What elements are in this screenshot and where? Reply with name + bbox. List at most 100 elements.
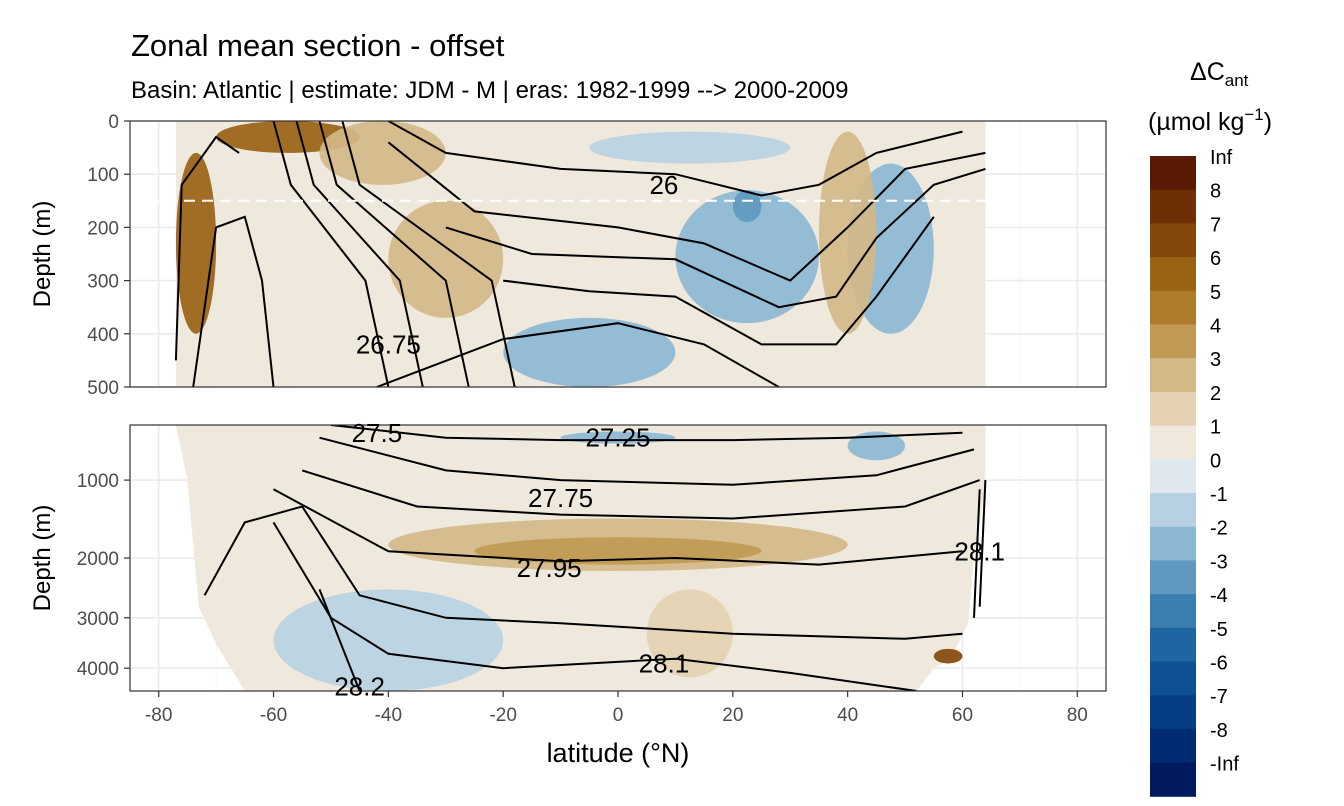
colorbar-bin — [1150, 560, 1196, 595]
colorbar-label: -4 — [1210, 585, 1228, 607]
chart-subtitle: Basin: Atlantic | estimate: JDM - M | er… — [131, 77, 848, 104]
colorbar-bin — [1150, 358, 1196, 393]
density-contour — [272, 121, 390, 387]
colorbar-bin — [1150, 223, 1196, 258]
contour-label: 27.75 — [528, 483, 593, 513]
y-tick-label: 2000 — [77, 549, 119, 570]
density-contour — [376, 322, 780, 387]
density-contour — [330, 425, 963, 442]
x-tick-label: 60 — [952, 705, 973, 726]
density-contour — [174, 135, 240, 361]
colorbar-label: -5 — [1210, 619, 1228, 641]
colorbar-bin — [1150, 257, 1196, 292]
density-contour — [387, 121, 963, 197]
colorbar-label: 4 — [1210, 316, 1221, 338]
upper-panel — [129, 120, 1107, 388]
anomaly-region — [273, 589, 504, 691]
lower-panel-anomalies — [273, 431, 963, 691]
y-tick-label: 3000 — [77, 609, 119, 630]
anomaly-region — [646, 589, 733, 678]
density-contour — [203, 505, 963, 640]
chart-title: Zonal mean section - offset — [131, 28, 505, 63]
anomaly-region — [319, 121, 446, 185]
contour-label: 26.75 — [356, 329, 421, 359]
anomaly-region — [675, 190, 819, 324]
colorbar-label: -3 — [1210, 551, 1228, 573]
colorbar-label: 8 — [1210, 181, 1221, 203]
colorbar-label: 0 — [1210, 450, 1221, 472]
lower-panel-contours — [203, 425, 987, 691]
density-contour — [341, 121, 516, 387]
y-tick-label: 200 — [87, 218, 119, 239]
upper-panel-anomalies — [175, 121, 934, 387]
anomaly-region — [388, 200, 504, 318]
anomaly-region — [175, 152, 217, 334]
x-axis-title: latitude (°N) — [547, 738, 690, 768]
colorbar-bin — [1150, 493, 1196, 528]
density-contour — [318, 121, 470, 387]
x-tick-label: 20 — [722, 705, 743, 726]
anomaly-region — [933, 648, 963, 664]
contour-label: 28.2 — [334, 672, 385, 702]
colorbar-unit-close: ) — [1264, 108, 1272, 136]
contour-label: 27.95 — [517, 553, 582, 583]
colorbar-bin — [1150, 425, 1196, 460]
colorbar-unit: (µmol kg−1) — [1148, 105, 1272, 136]
colorbar-bins: Inf 8 7 6 5 4 3 2 1 0 -1 -2 -3 -4 -5 -6 -7 -8 -Inf — [1150, 147, 1239, 797]
anomaly-region — [732, 190, 762, 223]
colorbar-label: 7 — [1210, 214, 1221, 236]
colorbar-bin — [1150, 594, 1196, 629]
density-contour — [503, 216, 935, 346]
density-contour — [301, 469, 981, 520]
contour-label: 28.1 — [954, 536, 1005, 566]
colorbar-label: -6 — [1210, 653, 1228, 675]
colorbar-bin — [1150, 728, 1196, 764]
colorbar-label: -Inf — [1210, 754, 1239, 776]
density-contour — [192, 215, 275, 387]
x-tick-label: 80 — [1067, 705, 1088, 726]
y-axis-title-lower: Depth (m) — [29, 505, 56, 612]
colorbar-label: 6 — [1210, 248, 1221, 270]
density-contour — [445, 167, 986, 309]
colorbar-unit-sup: −1 — [1244, 105, 1263, 124]
x-tick-label: 0 — [613, 705, 624, 726]
contour-label: 28.1 — [639, 648, 690, 678]
density-contour — [319, 436, 975, 486]
colorbar-bin — [1150, 290, 1196, 325]
colorbar-bin — [1150, 156, 1196, 191]
colorbar-label: -1 — [1210, 484, 1228, 506]
density-contour — [318, 589, 361, 691]
contour-label: 26 — [649, 170, 678, 200]
y-tick-label: 1000 — [77, 471, 119, 492]
lower-panel — [129, 424, 1107, 692]
anomaly-region — [589, 131, 791, 164]
colorbar-bin — [1150, 526, 1196, 561]
colorbar-bin — [1150, 627, 1196, 662]
colorbar-label: -2 — [1210, 518, 1228, 540]
x-tick-label: -40 — [375, 705, 402, 726]
colorbar-title: ΔCant — [1190, 58, 1249, 90]
density-contour — [295, 121, 424, 387]
density-contour — [978, 480, 987, 607]
colorbar: ΔCant (µmol kg−1) Inf 8 7 6 5 4 3 2 1 0 -1 -2 -3 -4 -5… — [1148, 58, 1272, 797]
colorbar-label: -8 — [1210, 720, 1228, 742]
colorbar-label: 5 — [1210, 282, 1221, 304]
colorbar-bin — [1150, 762, 1196, 797]
axes: -80 -60 -40 -20 0 20 40 60 80 0 100 200 300 400 500 100… — [77, 112, 1088, 726]
upper-panel-field — [175, 121, 986, 387]
upper-panel-contours — [174, 121, 986, 387]
anomaly-region — [818, 131, 877, 334]
y-tick-label: 4000 — [77, 659, 119, 680]
colorbar-unit-open: (µmol kg — [1148, 108, 1244, 136]
colorbar-label: 1 — [1210, 417, 1221, 439]
x-tick-label: -60 — [260, 705, 287, 726]
contour-labels: 26 26.75 27.25 27.75 27.95 28.1 28.2 27.5 28.1 — [334, 170, 1005, 702]
colorbar-bin — [1150, 324, 1196, 359]
colorbar-bin — [1150, 695, 1196, 730]
y-tick-label: 0 — [108, 112, 119, 133]
y-tick-label: 500 — [87, 378, 119, 399]
colorbar-bin — [1150, 391, 1196, 427]
x-tick-label: -80 — [145, 705, 172, 726]
y-tick-label: 400 — [87, 325, 119, 346]
